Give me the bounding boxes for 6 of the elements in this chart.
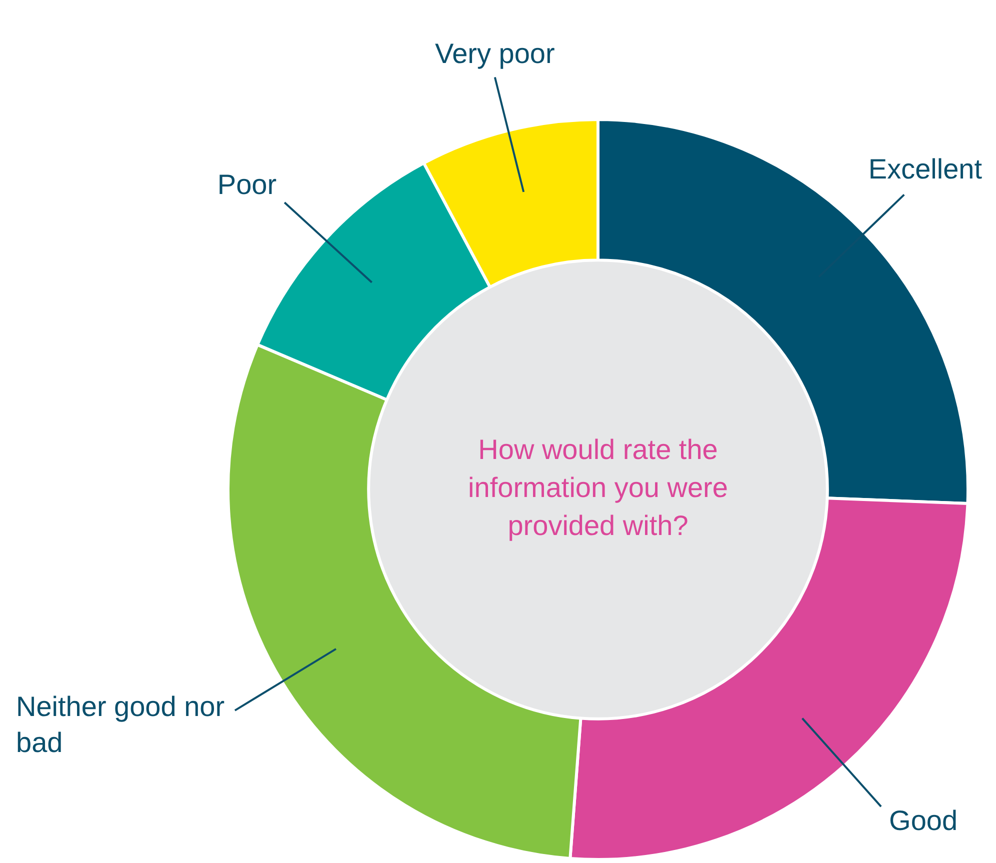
slice-label: Good <box>889 805 958 836</box>
slice-label: Very poor <box>434 38 555 69</box>
slice-label: Neither good nor bad <box>16 691 225 758</box>
slice-label: Excellent <box>868 153 982 184</box>
slice-label: Poor <box>217 169 277 200</box>
text: How would rate the information you were provided with? <box>468 434 728 542</box>
